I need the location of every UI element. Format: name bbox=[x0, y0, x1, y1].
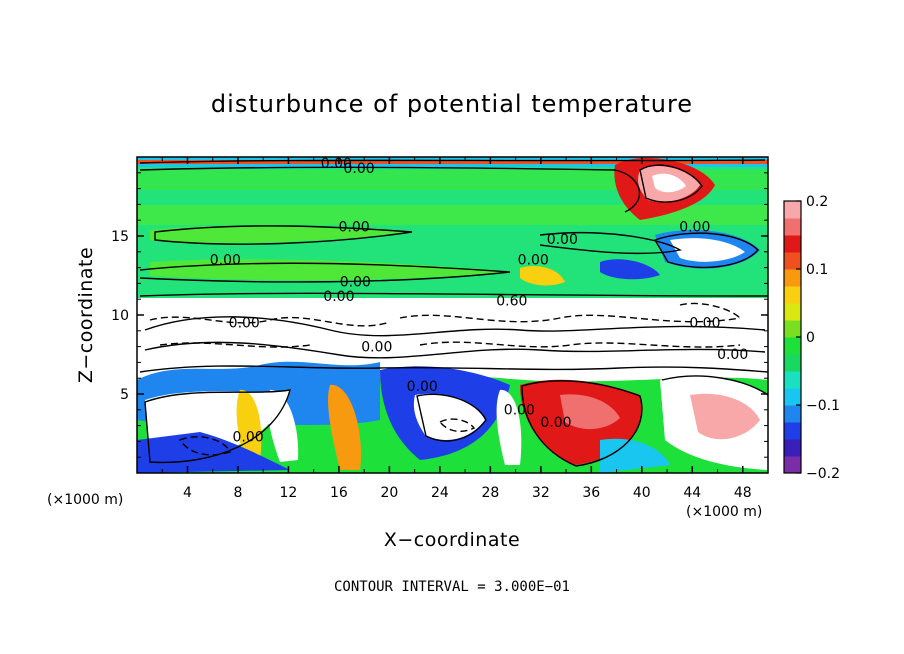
colorbar-tick-label: 0.1 bbox=[806, 262, 828, 278]
contour-label: 0.00 bbox=[540, 415, 571, 431]
colorbar-swatch bbox=[784, 286, 801, 304]
contour-label: 0.00 bbox=[229, 316, 260, 332]
colorbar-tick-label: −0.1 bbox=[806, 398, 840, 414]
colorbar-swatch bbox=[784, 354, 801, 372]
x-tick-label: 4 bbox=[183, 485, 192, 501]
x-tick-label: 48 bbox=[734, 485, 752, 501]
x-axis: 4 8 12 16 20 24 28 32 36 40 44 48 bbox=[161, 157, 752, 501]
colorbar: 0.2 0.1 0 −0.1 −0.2 bbox=[783, 194, 840, 482]
colorbar-swatch bbox=[784, 201, 801, 219]
contour-label: 0.60 bbox=[496, 294, 527, 310]
dashed-contours bbox=[149, 302, 741, 456]
colorbar-swatch bbox=[784, 405, 801, 423]
colorbar-swatch bbox=[784, 269, 801, 287]
contour-label: 0.00 bbox=[340, 275, 371, 291]
contour-label: 0.00 bbox=[338, 219, 369, 235]
x-tick-label: 28 bbox=[481, 485, 499, 501]
colorbar-swatch bbox=[784, 371, 801, 389]
chart-title: disturbunce of potential temperature bbox=[211, 90, 693, 118]
contour-label-layer: 0.000.000.000.000.000.000.000.000.000.60… bbox=[210, 156, 748, 445]
colorbar-swatch bbox=[784, 252, 801, 270]
y-axis: 5 10 15 bbox=[111, 172, 768, 458]
x-tick-label: 32 bbox=[532, 485, 550, 501]
contour-label: 0.00 bbox=[547, 232, 578, 248]
y-tick-label: 5 bbox=[120, 387, 129, 403]
colorbar-tick-label: 0.2 bbox=[806, 194, 828, 210]
y-axis-label: Z−coordinate bbox=[75, 247, 97, 383]
contour-interval: CONTOUR INTERVAL = 3.000E−01 bbox=[334, 579, 570, 595]
y-tick-label: 15 bbox=[111, 229, 129, 245]
contour-label: 0.00 bbox=[679, 219, 710, 235]
x-tick-label: 20 bbox=[380, 485, 398, 501]
x-tick-label: 12 bbox=[280, 485, 298, 501]
colorbar-swatch bbox=[784, 320, 801, 338]
colorbar-swatch bbox=[784, 337, 801, 355]
contour-label: 0.00 bbox=[344, 161, 375, 177]
colorbar-swatch bbox=[784, 218, 801, 236]
contour-label: 0.00 bbox=[689, 316, 720, 332]
colorbar-swatch bbox=[784, 303, 801, 321]
colorbar-swatch bbox=[784, 235, 801, 253]
x-tick-label: 44 bbox=[683, 485, 701, 501]
x-unit-right: (×1000 m) bbox=[686, 504, 762, 520]
contour-label: 0.00 bbox=[504, 403, 535, 419]
tropopause-band bbox=[137, 298, 768, 303]
x-tick-label: 8 bbox=[233, 485, 242, 501]
contour-label: 0.00 bbox=[321, 156, 352, 172]
contour-label: 0.00 bbox=[323, 289, 354, 305]
plot-area: 0.000.000.000.000.000.000.000.000.000.60… bbox=[137, 156, 768, 473]
colorbar-tick-label: −0.2 bbox=[806, 466, 840, 482]
contour-label: 0.00 bbox=[518, 252, 549, 268]
colorbar-tick-label: 0 bbox=[806, 330, 815, 346]
colorbar-swatch bbox=[784, 422, 801, 440]
x-tick-label: 40 bbox=[633, 485, 651, 501]
upper-field bbox=[137, 157, 768, 286]
contour-label: 0.00 bbox=[407, 379, 438, 395]
x-unit-left: (×1000 m) bbox=[47, 492, 123, 508]
x-tick-label: 24 bbox=[431, 485, 449, 501]
x-tick-label: 36 bbox=[582, 485, 600, 501]
colorbar-swatch bbox=[784, 388, 801, 406]
y-tick-label: 10 bbox=[111, 308, 129, 324]
colorbar-swatch bbox=[784, 439, 801, 457]
contour-lines bbox=[139, 159, 768, 467]
x-tick-label: 16 bbox=[330, 485, 348, 501]
colorbar-swatch bbox=[784, 456, 801, 474]
contour-label: 0.00 bbox=[361, 339, 392, 355]
contour-label: 0.00 bbox=[210, 252, 241, 268]
contour-label: 0.00 bbox=[232, 429, 263, 445]
contour-label: 0.00 bbox=[717, 347, 748, 363]
x-axis-label: X−coordinate bbox=[384, 529, 520, 551]
